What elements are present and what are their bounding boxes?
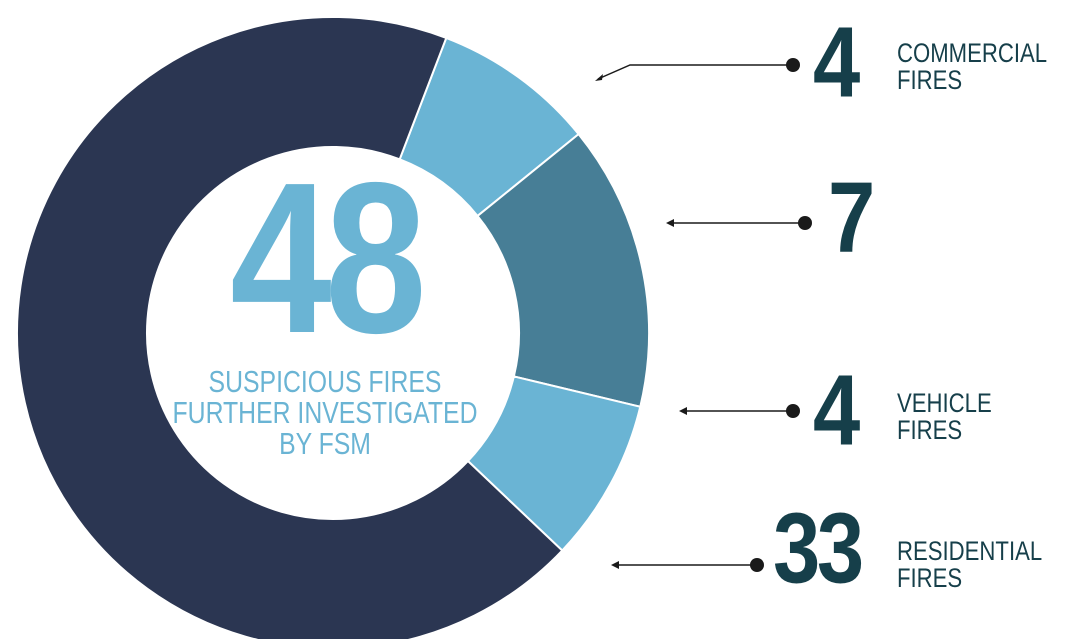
arrowhead xyxy=(611,561,619,569)
category-label: VEHICLE FIRES xyxy=(897,388,992,445)
category-label: RESIDENTIAL FIRES xyxy=(897,536,1042,593)
value-label: 4 xyxy=(813,6,861,118)
value-label: 33 xyxy=(773,492,862,604)
connector-dots xyxy=(750,58,812,572)
connectors xyxy=(597,64,805,566)
donut-slice xyxy=(476,132,650,408)
center-label: SUSPICIOUS FIRES FURTHER INVESTIGATED BY… xyxy=(172,364,478,461)
arrowhead xyxy=(595,74,603,81)
donut-slice xyxy=(16,16,564,639)
connector-dot xyxy=(750,558,764,572)
connector-dot xyxy=(798,216,812,230)
arrowheads xyxy=(595,74,687,569)
center-value: 48 xyxy=(230,137,426,378)
category-label: COMMERCIAL FIRES xyxy=(897,38,1047,95)
connector-dot xyxy=(786,404,800,418)
connector-dot xyxy=(786,58,800,72)
arrowhead xyxy=(679,407,687,415)
connector xyxy=(597,64,793,80)
arrowhead xyxy=(666,219,674,227)
value-label: 7 xyxy=(828,161,872,273)
value-label: 4 xyxy=(813,354,861,466)
